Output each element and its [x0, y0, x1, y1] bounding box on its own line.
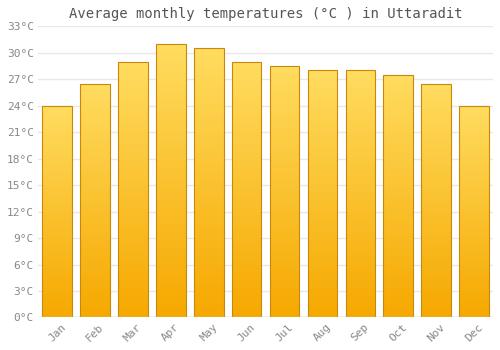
Bar	[80, 84, 110, 317]
Bar	[460, 106, 489, 317]
Title: Average monthly temperatures (°C ) in Uttaradit: Average monthly temperatures (°C ) in Ut…	[69, 7, 462, 21]
Bar	[384, 75, 413, 317]
Bar	[270, 66, 300, 317]
Bar	[118, 62, 148, 317]
Bar	[422, 84, 451, 317]
Bar	[156, 44, 186, 317]
Bar	[308, 70, 337, 317]
Bar	[42, 106, 72, 317]
Bar	[194, 48, 224, 317]
Bar	[346, 70, 375, 317]
Bar	[232, 62, 262, 317]
